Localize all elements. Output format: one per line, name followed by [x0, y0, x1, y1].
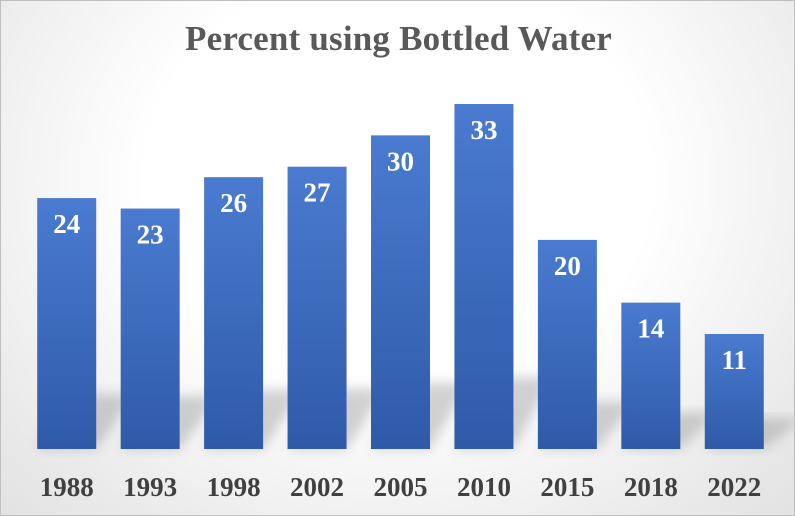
x-tick-label-2010: 2010: [457, 472, 511, 502]
x-tick-label-2015: 2015: [540, 472, 594, 502]
data-label-1998: 26: [220, 188, 247, 218]
x-tick-label-2002: 2002: [290, 472, 344, 502]
bar-1993: [120, 208, 180, 449]
chart-title: Percent using Bottled Water: [185, 19, 612, 58]
data-label-2015: 20: [554, 251, 581, 281]
data-label-2005: 30: [387, 146, 414, 176]
bar-1988: [37, 198, 97, 449]
data-label-2022: 11: [722, 345, 748, 375]
x-tick-label-2022: 2022: [707, 472, 761, 502]
data-label-1988: 24: [53, 209, 80, 239]
data-label-2010: 33: [470, 115, 497, 145]
bar-2005: [371, 135, 430, 449]
x-tick-label-2018: 2018: [624, 472, 678, 502]
bar-2015: [537, 239, 597, 449]
bar-2018: [621, 302, 681, 449]
x-tick-label-1993: 1993: [123, 472, 177, 502]
x-tick-label-2005: 2005: [374, 472, 428, 502]
bar-1998: [204, 177, 264, 449]
bar-2010: [454, 104, 514, 449]
data-label-2018: 14: [637, 314, 664, 344]
data-label-1993: 23: [137, 220, 164, 250]
bar-2022: [704, 334, 764, 449]
data-label-2002: 27: [304, 178, 331, 208]
bar-2002: [287, 166, 347, 449]
x-tick-label-1998: 1998: [207, 472, 261, 502]
x-tick-label-1988: 1988: [40, 472, 94, 502]
